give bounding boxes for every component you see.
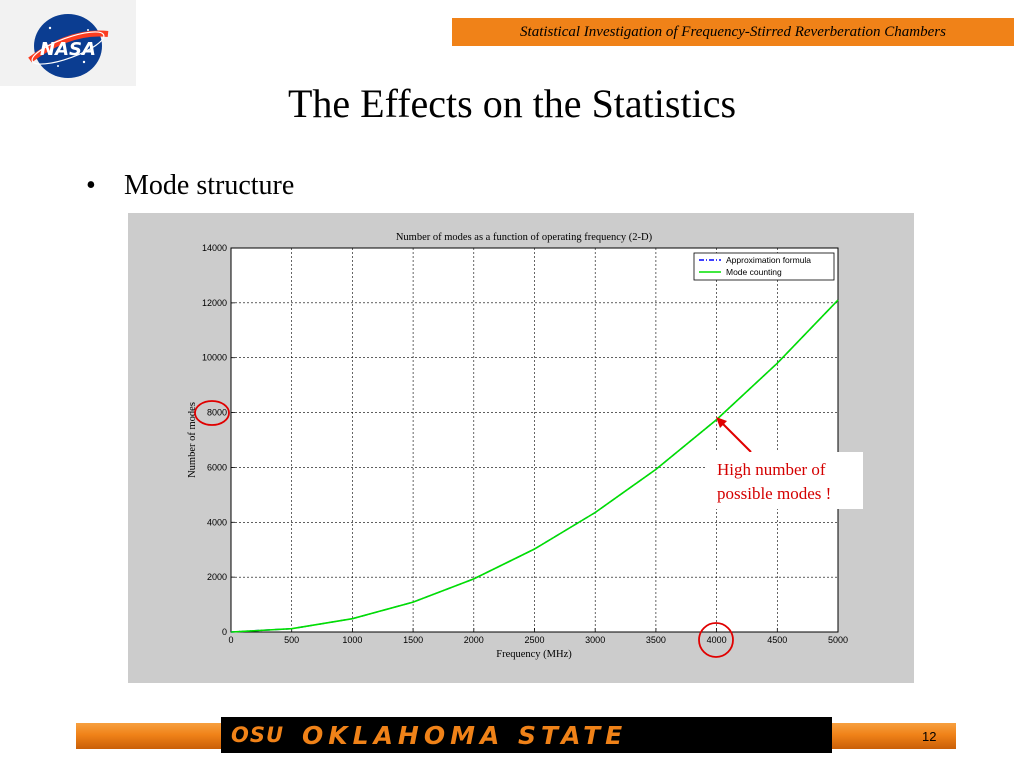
- legend-box: [693, 252, 835, 281]
- x-tick-label: 2500: [524, 635, 544, 645]
- x-tick-label: 4500: [767, 635, 787, 645]
- x-tick-label: 3500: [646, 635, 666, 645]
- slide-title: The Effects on the Statistics: [287, 81, 737, 126]
- bullet-text: Mode structure: [124, 170, 295, 201]
- highlight-circle-4000: [698, 622, 734, 658]
- header-banner: Statistical Investigation of Frequency-S…: [451, 17, 1015, 47]
- y-tick-label: 10000: [202, 353, 227, 363]
- series-mode-counting: [230, 299, 839, 633]
- chart-svg: 0 500 1000 1500 2000 2500 3000 3500 4000 4500 5000…: [187, 232, 848, 660]
- x-tick-label: 0: [228, 635, 233, 645]
- y-tick-label: 2000: [207, 572, 227, 582]
- university-name: OKLAHOMA STATE: [302, 720, 628, 750]
- callout-line-1: High number of: [717, 460, 826, 479]
- highlight-circle-8000: [194, 400, 230, 426]
- footer-logo: OSU OKLAHOMA STATE: [221, 717, 832, 753]
- y-tick-label: 0: [222, 627, 227, 637]
- y-tick-label: 4000: [207, 517, 227, 527]
- legend-label-approximation: Approximation formula: [726, 255, 811, 265]
- callout-arrow-line: [719, 420, 752, 453]
- y-tick-label: 12000: [202, 298, 227, 308]
- chart-legend: Approximation formula Mode counting: [693, 252, 835, 281]
- x-axis-ticks: 0 500 1000 1500 2000 2500 3000 3500 4000 4500 5000: [228, 628, 848, 645]
- y-tick-label: 6000: [207, 462, 227, 472]
- nasa-logo-text: NASA: [40, 39, 96, 60]
- x-tick-label: 1000: [342, 635, 362, 645]
- header-text: Statistical Investigation of Frequency-S…: [520, 23, 946, 40]
- legend-label-mode-counting: Mode counting: [726, 267, 782, 277]
- x-tick-label: 4000: [707, 635, 727, 645]
- y-tick-label: 8000: [207, 408, 227, 418]
- nasa-logo: NASA: [0, 0, 136, 86]
- x-tick-label: 3000: [585, 635, 605, 645]
- chart-title: Number of modes as a function of operati…: [396, 232, 653, 243]
- bullet-item: • Mode structure: [86, 170, 294, 202]
- chart-figure: 0 500 1000 1500 2000 2500 3000 3500 4000 4500 5000…: [128, 213, 914, 683]
- x-axis-label: Frequency (MHz): [496, 649, 572, 660]
- x-tick-label: 2000: [464, 635, 484, 645]
- y-tick-label: 14000: [202, 243, 227, 253]
- page-number: 12: [922, 729, 937, 744]
- callout-box: High number of possible modes !: [707, 452, 863, 509]
- y-axis-ticks: 0 2000 4000 6000 8000 10000 12000 14000: [202, 243, 235, 637]
- x-tick-label: 5000: [828, 635, 848, 645]
- callout-arrow-head: [716, 417, 727, 428]
- osu-logo-text: OSU: [231, 723, 285, 747]
- callout-line-2: possible modes !: [717, 484, 832, 503]
- x-tick-label: 500: [284, 635, 299, 645]
- y-axis-label: Number of modes: [187, 402, 198, 478]
- x-tick-label: 1500: [403, 635, 423, 645]
- bullet-dot-icon: •: [86, 170, 96, 201]
